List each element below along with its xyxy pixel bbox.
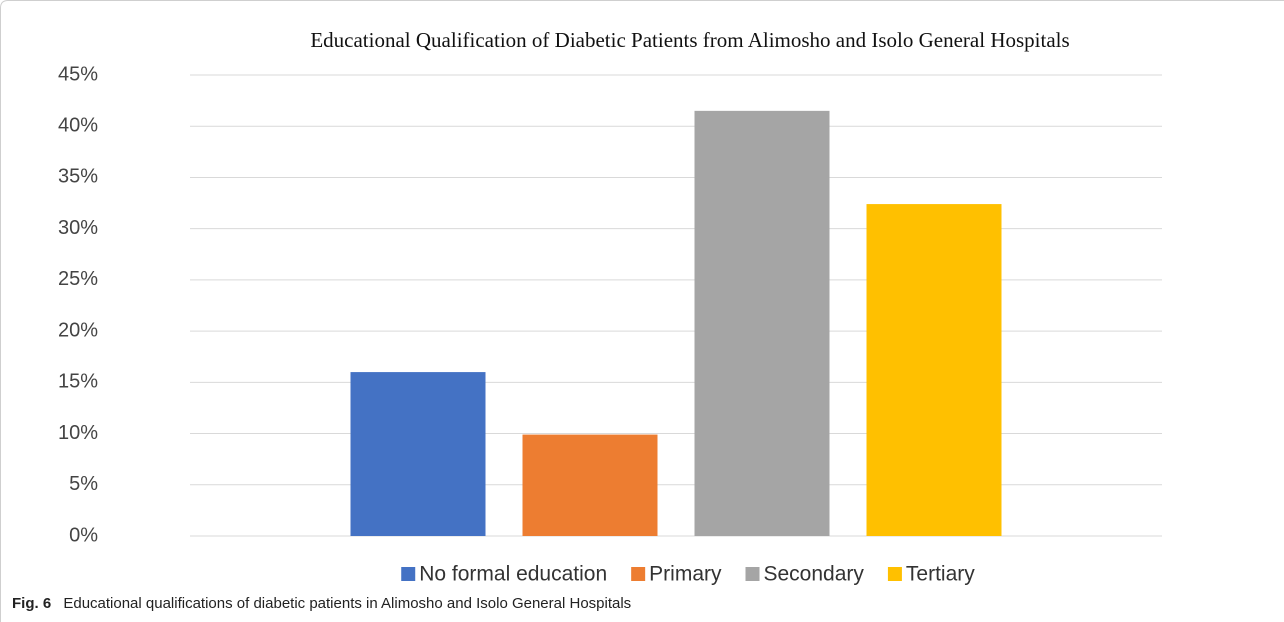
legend-label: Primary xyxy=(649,563,722,586)
legend-label: No formal education xyxy=(419,563,607,586)
bar xyxy=(866,204,1002,536)
y-tick-label: 10% xyxy=(58,422,98,444)
y-tick-label: 5% xyxy=(69,473,98,495)
legend-swatch xyxy=(745,567,760,581)
y-tick-label: 20% xyxy=(58,319,98,341)
caption: Fig. 6 Educational qualifications of dia… xyxy=(12,595,631,612)
bar xyxy=(522,434,658,536)
y-tick-label: 15% xyxy=(58,371,98,393)
y-tick-label: 45% xyxy=(58,63,98,85)
bar xyxy=(694,110,830,536)
legend-label: Tertiary xyxy=(906,563,975,586)
y-tick-label: 0% xyxy=(69,524,98,546)
y-tick-label: 25% xyxy=(58,268,98,290)
y-tick-label: 40% xyxy=(58,115,98,137)
caption-label: Fig. 6 xyxy=(12,595,51,612)
bar xyxy=(350,372,486,536)
legend-swatch xyxy=(401,567,416,581)
legend-label: Secondary xyxy=(764,563,865,586)
y-tick-label: 30% xyxy=(58,217,98,239)
chart-title: Educational Qualification of Diabetic Pa… xyxy=(310,28,1069,52)
legend-swatch xyxy=(887,567,902,581)
y-tick-label: 35% xyxy=(58,166,98,188)
legend-swatch xyxy=(631,567,646,581)
caption-text: Educational qualifications of diabetic p… xyxy=(63,595,631,612)
